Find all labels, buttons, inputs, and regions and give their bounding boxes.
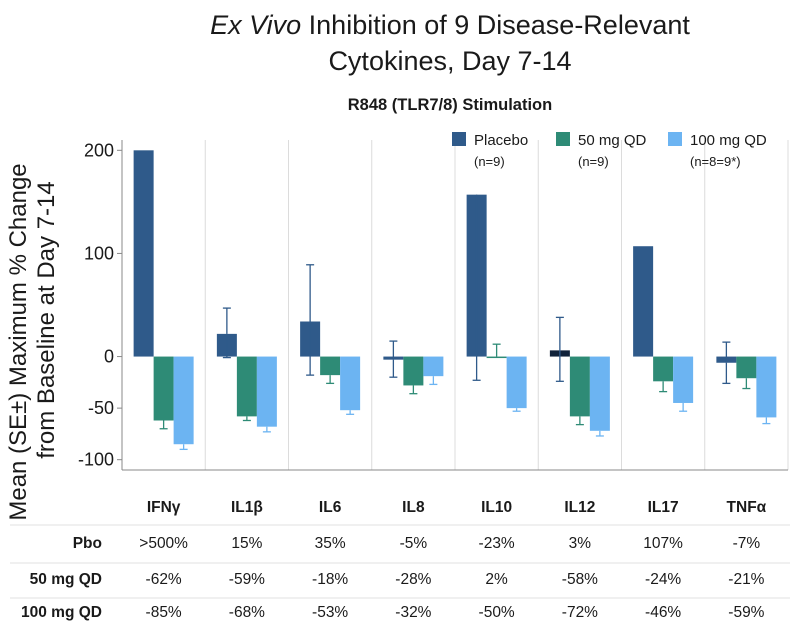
bar-100-mg-qd-7 [756, 356, 777, 418]
bar-50-mg-qd-1 [236, 356, 257, 417]
bar-placebo-6 [633, 246, 654, 357]
bar-50-mg-qd-5 [569, 356, 590, 417]
bar-50-mg-qd-2 [320, 356, 341, 376]
bar-50-mg-qd-0 [153, 356, 174, 421]
data-table: Pbo >500% 15% 35% -5% -23% 3% 107% -7% 50 mg QD -6… [10, 524, 790, 621]
table-cell: -18% [312, 571, 348, 588]
bar-50-mg-qd-7 [736, 356, 757, 379]
table-cell: -7% [733, 535, 761, 552]
category-label: IL8 [402, 499, 425, 516]
chart-title-line2: Cytokines, Day 7-14 [328, 46, 571, 76]
category-label: TNFα [727, 499, 767, 516]
chart-subtitle: R848 (TLR7/8) Stimulation [348, 96, 552, 114]
axes-layer [121, 140, 788, 471]
category-labels: IFNγ IL1β IL6 IL8 IL10 IL12 IL17 TNFα [147, 499, 767, 516]
bar-50-mg-qd-6 [653, 356, 674, 382]
bar-100-mg-qd-4 [506, 356, 527, 409]
table-cell: -68% [229, 604, 265, 621]
table-cell: >500% [139, 535, 188, 552]
y-tick-label: -50 [88, 398, 114, 418]
y-tick-label: 100 [84, 243, 114, 263]
bar-100-mg-qd-5 [589, 356, 610, 431]
category-label: IL6 [319, 499, 342, 516]
table-cell: 15% [231, 535, 262, 552]
table-cell: -59% [728, 604, 764, 621]
table-cell: 107% [643, 535, 683, 552]
legend: Placebo (n=9) 50 mg QD (n=9) 100 mg QD (n=8=9… [452, 132, 767, 169]
table-cell: -50% [479, 604, 515, 621]
bars-layer [133, 150, 777, 451]
y-tick-label: 0 [104, 347, 114, 367]
table-cell: -24% [645, 571, 681, 588]
legend-n-label: (n=8=9*) [690, 154, 741, 169]
table-cell: -46% [645, 604, 681, 621]
legend-label: 100 mg QD [690, 132, 767, 149]
table-cell: -85% [146, 604, 182, 621]
category-label: IL12 [564, 499, 595, 516]
table-cell: -62% [146, 571, 182, 588]
bar-100-mg-qd-3 [423, 356, 444, 377]
bar-50-mg-qd-3 [403, 356, 424, 386]
category-label: IL10 [481, 499, 512, 516]
category-label: IL17 [648, 499, 679, 516]
legend-n-label: (n=9) [578, 154, 609, 169]
bar-placebo-0 [133, 150, 154, 357]
table-cell: -21% [728, 571, 764, 588]
table-row-label: 100 mg QD [21, 604, 102, 621]
category-label: IFNγ [147, 499, 181, 516]
legend-n-label: (n=9) [474, 154, 505, 169]
y-tick-label: 200 [84, 140, 114, 160]
table-cell: 35% [315, 535, 346, 552]
bar-100-mg-qd-2 [340, 356, 361, 411]
bar-50-mg-qd-4 [486, 356, 507, 359]
table-cell: -53% [312, 604, 348, 621]
table-cell: 3% [569, 535, 592, 552]
table-cell: -58% [562, 571, 598, 588]
y-tick-label: -100 [78, 450, 114, 470]
table-row-label: 50 mg QD [30, 571, 102, 588]
legend-swatch [452, 132, 466, 146]
table-cell: -72% [562, 604, 598, 621]
table-cell: -59% [229, 571, 265, 588]
bar-100-mg-qd-1 [256, 356, 277, 427]
legend-swatch [668, 132, 682, 146]
grid-layer [121, 140, 789, 470]
y-axis-label-line1: Mean (SE±) Maximum % Change [5, 163, 32, 520]
category-label: IL1β [231, 499, 263, 516]
legend-label: 50 mg QD [578, 132, 647, 149]
y-axis-label-line2: from Baseline at Day 7-14 [33, 181, 60, 458]
legend-label: Placebo [474, 132, 528, 149]
legend-swatch [556, 132, 570, 146]
table-cell: -32% [395, 604, 431, 621]
table-cell: -28% [395, 571, 431, 588]
bar-100-mg-qd-0 [173, 356, 194, 445]
table-row-label: Pbo [73, 535, 102, 552]
table-cell: -5% [400, 535, 428, 552]
bar-100-mg-qd-6 [673, 356, 694, 403]
ticks-layer: 200 100 0 -50 -100 [78, 140, 122, 470]
chart-title-italic: Ex Vivo [210, 10, 301, 40]
table-cell: 2% [485, 571, 508, 588]
table-cell: -23% [479, 535, 515, 552]
chart-title-line1: Ex Vivo Inhibition of 9 Disease-Relevant [210, 10, 690, 40]
chart-title-rest: Inhibition of 9 Disease-Relevant [301, 10, 690, 40]
